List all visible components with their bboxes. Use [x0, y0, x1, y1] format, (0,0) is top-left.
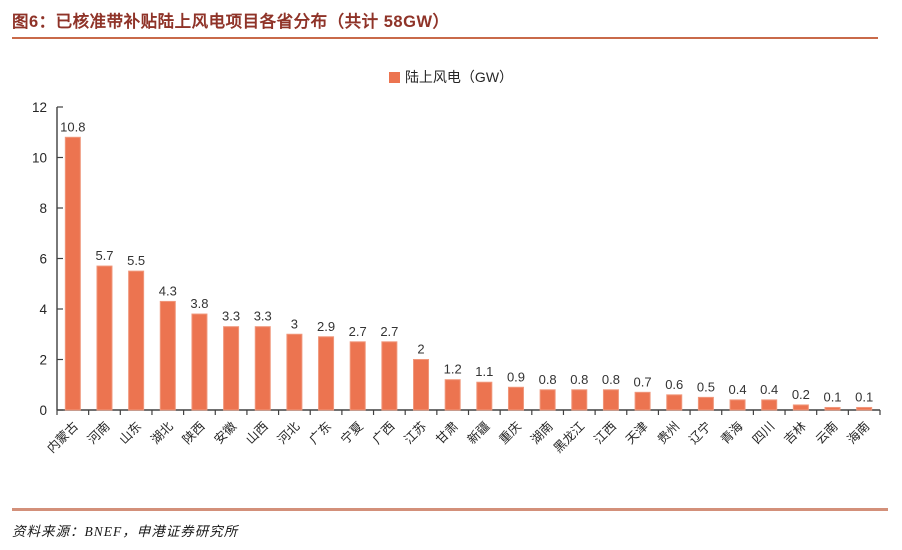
- source-note: 资料来源：BNEF，申港证券研究所: [12, 524, 239, 539]
- bar: [571, 389, 588, 411]
- bar: [602, 389, 619, 411]
- bar-value-label: 0.8: [602, 372, 620, 387]
- bar-value-label: 5.7: [95, 248, 113, 263]
- bar: [349, 341, 366, 411]
- bar-value-label: 2.7: [349, 324, 367, 339]
- x-axis-label: 广西: [370, 419, 398, 447]
- bar: [824, 406, 841, 411]
- bar: [254, 326, 271, 411]
- x-axis-label: 四川: [750, 419, 778, 447]
- x-axis-label: 湖北: [148, 418, 177, 447]
- x-axis-label: 湖南: [527, 419, 555, 447]
- x-axis-label: 甘肃: [433, 419, 461, 447]
- legend-label: 陆上风电（GW）: [404, 69, 514, 85]
- x-axis-label: 黑龙江: [551, 419, 587, 455]
- bar-chart: 0 2 4 6 8 10 12 10.8 内蒙古 5.7 河南 5.5 山东 4.3 湖北 3.8 陕西 3.3 安…: [0, 95, 902, 495]
- footer-divider: [12, 508, 888, 511]
- bar-value-label: 0.4: [760, 382, 778, 397]
- bar: [381, 341, 398, 411]
- title-divider: [12, 37, 878, 39]
- bar: [159, 300, 176, 411]
- y-axis-tick-label: 8: [39, 201, 47, 216]
- bar: [286, 333, 303, 411]
- x-axis-label: 辽宁: [686, 419, 714, 447]
- bar: [856, 406, 873, 411]
- chart-legend: 陆上风电（GW）: [0, 67, 902, 87]
- bar: [634, 391, 651, 411]
- y-axis-tick-label: 4: [39, 302, 47, 317]
- bar-chart-canvas: 0 2 4 6 8 10 12 10.8 内蒙古 5.7 河南 5.5 山东 4.3 湖北 3.8 陕西 3.3 安…: [32, 100, 881, 456]
- bar: [697, 396, 714, 411]
- bar: [539, 389, 556, 411]
- bar-value-label: 0.6: [665, 377, 683, 392]
- x-axis-label: 宁夏: [338, 418, 367, 447]
- bar-value-label: 0.5: [697, 379, 715, 394]
- bar-value-label: 3.8: [190, 296, 208, 311]
- y-axis-tick-label: 12: [32, 100, 47, 115]
- x-axis-label: 重庆: [496, 418, 525, 447]
- bar-value-label: 3: [291, 316, 298, 331]
- bar-value-label: 0.9: [507, 369, 525, 384]
- bar-value-label: 2.9: [317, 319, 335, 334]
- bar-value-label: 1.2: [444, 362, 462, 377]
- bar-value-label: 0.1: [855, 389, 873, 404]
- bar-value-label: 0.8: [539, 372, 557, 387]
- x-axis-label: 河南: [84, 419, 112, 447]
- bar-value-label: 0.1: [823, 389, 841, 404]
- bar: [318, 336, 335, 411]
- bar-value-label: 2.7: [380, 324, 398, 339]
- x-axis-label: 陕西: [179, 419, 207, 447]
- x-axis-label: 江西: [591, 419, 619, 447]
- y-axis-tick-label: 10: [32, 151, 47, 166]
- x-axis-label: 青海: [717, 418, 746, 447]
- bar-value-label: 0.2: [792, 387, 810, 402]
- bar: [792, 404, 809, 411]
- bar: [729, 399, 746, 411]
- x-axis-label: 安徽: [211, 418, 240, 447]
- x-axis-label: 山东: [117, 419, 145, 447]
- legend-swatch-icon: [388, 71, 400, 83]
- bar: [64, 136, 81, 411]
- x-axis-label: 江苏: [401, 419, 429, 447]
- bar-value-label: 1.1: [475, 364, 493, 379]
- x-axis-label: 山西: [243, 419, 271, 447]
- bar-value-label: 3.3: [254, 309, 272, 324]
- bar-value-label: 5.5: [127, 253, 145, 268]
- bar-value-label: 4.3: [159, 283, 177, 298]
- x-axis-label: 广东: [307, 419, 335, 447]
- bar-value-label: 0.4: [729, 382, 747, 397]
- x-axis-label: 新疆: [464, 419, 492, 447]
- y-axis-tick-label: 0: [39, 403, 47, 418]
- y-axis-tick-label: 6: [39, 252, 47, 267]
- x-axis-label: 吉林: [781, 419, 809, 447]
- bar: [761, 399, 778, 411]
- bar-value-label: 3.3: [222, 309, 240, 324]
- x-axis-label: 内蒙古: [44, 419, 81, 456]
- x-axis-label: 天津: [623, 419, 651, 447]
- bar: [191, 313, 208, 411]
- bar: [666, 394, 683, 411]
- bar: [507, 386, 524, 411]
- bar: [96, 265, 113, 411]
- bar: [223, 326, 240, 411]
- bar: [476, 381, 493, 411]
- bar-value-label: 10.8: [60, 119, 85, 134]
- bar-value-label: 0.7: [634, 374, 652, 389]
- x-axis-label: 贵州: [655, 419, 683, 447]
- x-axis-label: 河北: [275, 419, 303, 447]
- x-axis-label: 云南: [812, 419, 840, 447]
- bar: [413, 359, 430, 411]
- y-axis-tick-label: 2: [39, 353, 47, 368]
- x-axis-label: 海南: [844, 419, 872, 447]
- bar: [444, 379, 461, 411]
- bar-value-label: 2: [417, 342, 424, 357]
- figure-title: 图6：已核准带补贴陆上风电项目各省分布（共计 58GW）: [12, 13, 450, 31]
- bar: [128, 270, 145, 411]
- bar-value-label: 0.8: [570, 372, 588, 387]
